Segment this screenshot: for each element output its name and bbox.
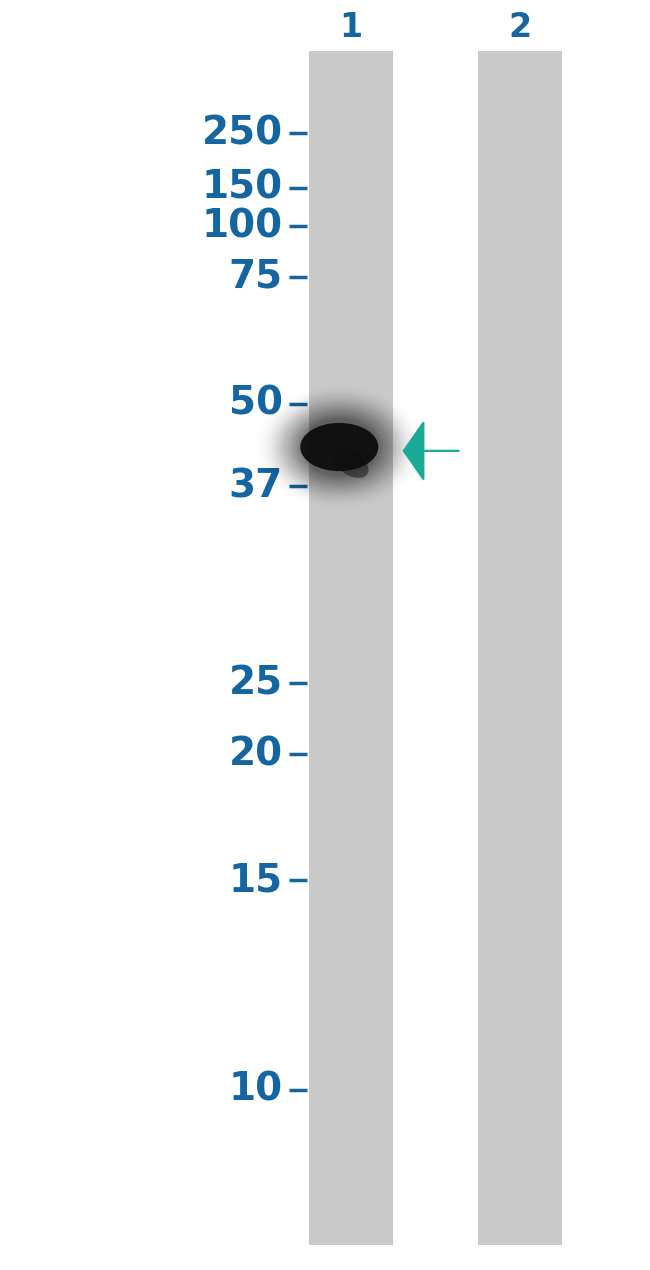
Text: 150: 150: [202, 169, 283, 207]
Text: 250: 250: [202, 114, 283, 152]
Text: 25: 25: [229, 664, 283, 702]
Text: 2: 2: [508, 11, 532, 44]
Bar: [478, 51, 562, 1245]
Ellipse shape: [300, 418, 378, 476]
Text: 50: 50: [229, 385, 283, 423]
Text: 10: 10: [229, 1071, 283, 1109]
Ellipse shape: [298, 417, 381, 478]
Bar: [309, 51, 393, 1245]
Text: 37: 37: [229, 467, 283, 505]
Text: 20: 20: [229, 735, 283, 773]
Text: 1: 1: [339, 11, 363, 44]
Ellipse shape: [296, 414, 383, 480]
Text: 100: 100: [202, 207, 283, 245]
Ellipse shape: [293, 413, 385, 481]
Ellipse shape: [333, 450, 369, 478]
Text: 15: 15: [229, 861, 283, 899]
Ellipse shape: [300, 423, 378, 471]
Text: 75: 75: [229, 258, 283, 296]
